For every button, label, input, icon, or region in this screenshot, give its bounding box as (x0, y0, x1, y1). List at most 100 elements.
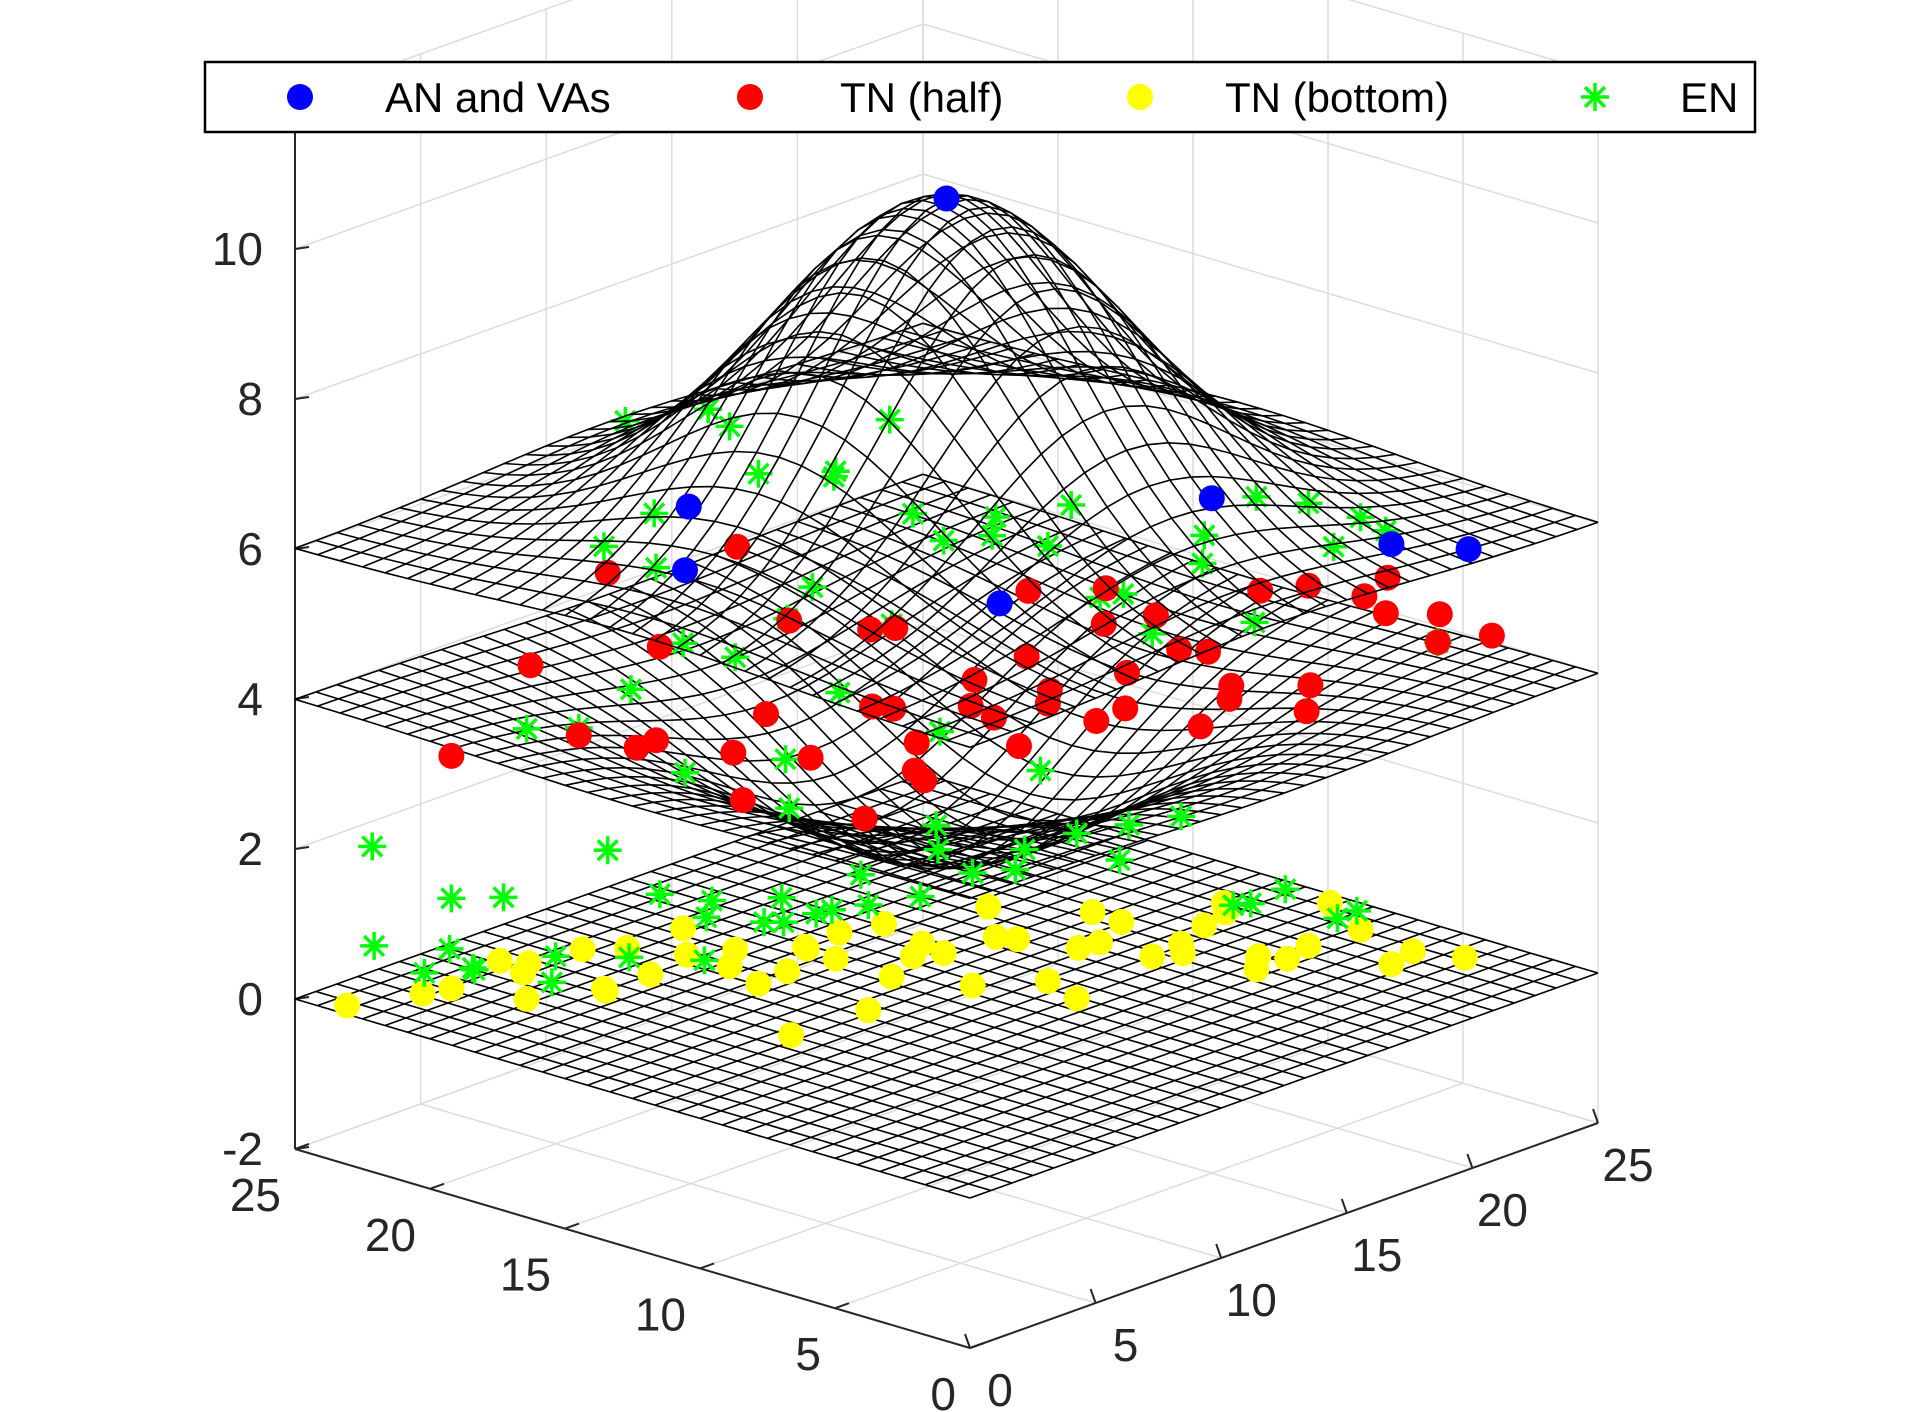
z-tick-label: 0 (237, 973, 263, 1025)
en-point (1114, 810, 1143, 839)
en-point (1033, 531, 1062, 560)
y-tick-label: 0 (930, 1368, 956, 1412)
tn-half-point (724, 533, 751, 560)
top-gaussian-line (317, 328, 946, 556)
series-tn-bottom (334, 889, 1478, 1049)
legend-marker-tn-half (737, 84, 763, 110)
x-tick-label: 10 (1226, 1274, 1277, 1326)
legend-marker-an-and-vas (287, 84, 313, 110)
bottom-plane-line (294, 773, 924, 1000)
y-tick-mark (969, 1342, 985, 1349)
tn-half-point (882, 615, 909, 641)
y-axis-line (294, 1148, 971, 1349)
en-point (541, 942, 570, 971)
an-vas-point (672, 557, 698, 584)
en-point (846, 860, 875, 889)
x-tick-mark (1340, 1198, 1348, 1214)
tn-half-point (961, 666, 988, 693)
z-tick-label: 2 (237, 823, 263, 875)
an-vas-point (933, 185, 960, 212)
middle-saddle-line (339, 487, 969, 714)
en-point (769, 908, 798, 937)
grid-line (294, 173, 924, 400)
x-tick-mark (1215, 1243, 1223, 1259)
tn-bottom-point (959, 972, 986, 999)
tn-half-point (1112, 695, 1139, 722)
tn-half-point (1013, 643, 1040, 670)
bottom-plane-line (880, 788, 1557, 989)
tn-half-point (729, 787, 756, 814)
tn-bottom-point (670, 915, 697, 942)
tn-bottom-point (591, 975, 617, 1002)
top-gaussian-line (839, 350, 1515, 551)
tn-bottom-point (569, 936, 596, 963)
middle-saddle-line (362, 494, 991, 721)
middle-saddle-line (839, 504, 1515, 706)
en-point (922, 811, 951, 840)
en-point (906, 882, 935, 911)
en-point (981, 503, 1010, 532)
legend-box (203, 60, 1757, 134)
y-tick-label: 10 (635, 1288, 686, 1340)
en-point (640, 499, 669, 528)
legend-label-en: EN (1680, 74, 1738, 121)
en-point (360, 931, 389, 960)
tn-bottom-point (1191, 912, 1218, 939)
en-point (615, 943, 644, 972)
tn-bottom-point (1139, 943, 1166, 970)
tn-bottom-point (1347, 916, 1374, 943)
en-point (1010, 835, 1039, 864)
tn-half-point (1424, 629, 1451, 656)
tn-half-point (517, 652, 544, 679)
en-point (1323, 904, 1352, 933)
z-tick-label: 4 (237, 673, 263, 725)
bottom-plane-line (384, 799, 1014, 1027)
tn-half-point (1426, 601, 1453, 628)
z-tick-label: 6 (237, 523, 263, 575)
tn-bottom-point (871, 910, 897, 937)
tn-bottom-point (716, 953, 743, 980)
tn-bottom-point (1169, 940, 1196, 967)
tn-half-point (1372, 600, 1399, 627)
tn-half-point (643, 727, 670, 754)
legend-marker-tn-bottom (1127, 84, 1153, 110)
en-point (437, 884, 466, 913)
tn-half-point (857, 616, 884, 643)
en-point (1342, 896, 1371, 925)
en-point (767, 883, 796, 912)
tn-half-point (1090, 610, 1117, 637)
tn-bottom-point (745, 970, 772, 997)
y-tick-mark (564, 1222, 580, 1230)
tn-bottom-point (822, 945, 849, 972)
grid-line (1347, 0, 1599, 74)
tn-half-point (753, 701, 779, 728)
grid-line (294, 473, 924, 700)
en-point (1167, 802, 1196, 831)
tn-bottom-point (334, 992, 361, 1019)
grid-line (834, 1082, 1464, 1309)
top-gaussian-line (677, 226, 1306, 649)
an-vas-point (675, 493, 702, 520)
tn-bottom-point (513, 985, 540, 1012)
tn-bottom-point (1065, 934, 1092, 961)
y-axis-ticks: 0 5 10 15 20 25 (230, 1143, 985, 1412)
middle-saddle-line (317, 480, 946, 707)
en-point (489, 883, 518, 912)
tn-bottom-point (637, 961, 664, 988)
axes-frame (294, 99, 1599, 1349)
middle-saddle-line (294, 473, 924, 701)
bottom-plane-line (362, 793, 991, 1020)
top-gaussian-line (384, 347, 1014, 574)
series-an-and-vas (672, 185, 1482, 617)
en-point (593, 836, 622, 865)
tn-bottom-point (1245, 943, 1272, 970)
tn-half-point (1297, 672, 1324, 699)
z-tick-mark (294, 846, 310, 850)
x-tick-label: 0 (987, 1364, 1013, 1412)
grid-line (922, 173, 1599, 374)
tn-half-point (565, 722, 592, 749)
an-vas-point (986, 590, 1013, 617)
tn-bottom-point (1087, 929, 1113, 956)
en-point (898, 499, 927, 528)
tn-bottom-point (855, 997, 882, 1024)
